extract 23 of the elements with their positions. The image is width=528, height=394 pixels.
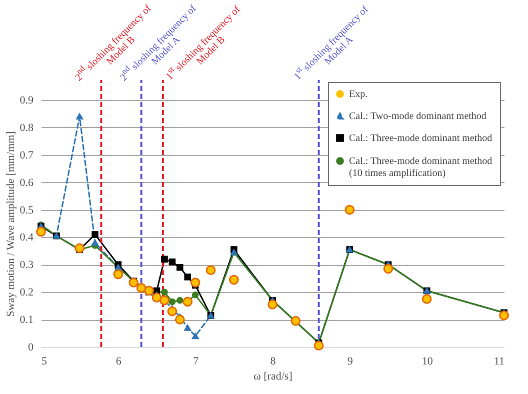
x-tick-label: 8: [270, 356, 276, 368]
y-tick-label: 0.1: [20, 314, 34, 326]
y-axis-title: Sway motion / Wave amplitude [mm/mm]: [4, 131, 17, 317]
legend-label: Cal.: Three-mode dominant method: [349, 133, 492, 144]
y-tick-label: 0.8: [20, 122, 34, 134]
y-tick-label: 0.9: [20, 94, 34, 106]
y-tick-label: 0: [28, 342, 34, 354]
x-tick-label: 6: [116, 356, 122, 368]
x-tick-label: 7: [193, 356, 200, 368]
y-tick-label: 0.3: [20, 259, 34, 272]
y-tick-label: 0.7: [20, 149, 34, 162]
x-axis-title: ω [rad/s]: [254, 370, 292, 382]
legend-label: Cal.: Two-mode dominant method: [349, 111, 486, 122]
y-tick-label: 0.4: [20, 232, 34, 244]
legend-label: Exp.: [349, 89, 368, 100]
x-tick-label: 5: [42, 356, 48, 368]
y-tick-label: 0.6: [20, 176, 34, 189]
x-tick-label: 11: [494, 356, 504, 368]
y-tick-label: 0.5: [20, 204, 34, 216]
x-tick-label: 10: [422, 356, 434, 368]
legend-label: Cal.: Three-mode dominant method (10 times amplification): [349, 156, 492, 179]
x-tick-label: 9: [347, 356, 354, 368]
y-tick-label: 0.2: [20, 286, 34, 299]
